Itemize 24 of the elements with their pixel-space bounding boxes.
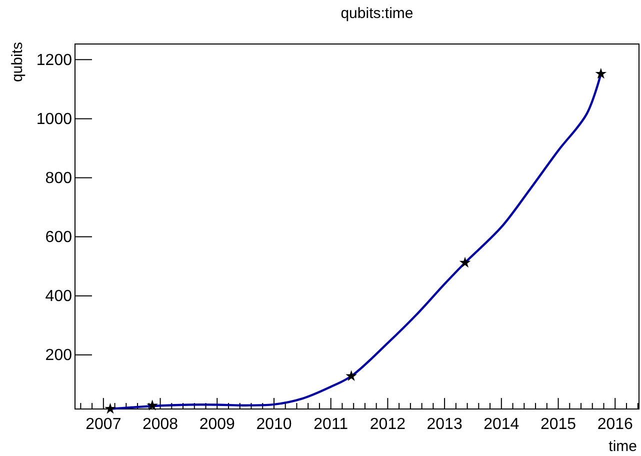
point — [146, 400, 158, 410]
point — [459, 256, 471, 268]
y-axis-title: qubits — [9, 42, 26, 82]
y-tick-label: 400 — [45, 288, 72, 305]
chart-title: qubits:time — [340, 5, 414, 22]
x-axis-title: time — [608, 438, 637, 455]
x-tick-label: 2015 — [540, 416, 576, 433]
x-tick-label: 2010 — [256, 416, 292, 433]
y-tick-label: 600 — [45, 228, 72, 246]
point — [595, 68, 607, 79]
y-tick-label: 200 — [45, 346, 72, 364]
x-tick-label: 2008 — [142, 416, 178, 433]
x-tick-label: 2012 — [370, 416, 406, 433]
x-tick-label: 2014 — [484, 416, 520, 433]
point — [346, 370, 357, 381]
x-tick-label: 2013 — [426, 416, 462, 433]
x-tick-label: 2011 — [314, 416, 348, 433]
x-tick-label: 2007 — [86, 416, 122, 433]
y-tick-label: 1000 — [36, 110, 72, 128]
point — [104, 402, 116, 414]
y-tick-label: 800 — [45, 170, 72, 187]
x-tick-label: 2016 — [597, 416, 634, 433]
y-tick-label: 1200 — [36, 52, 72, 69]
x-tick-label: 2009 — [199, 416, 236, 433]
